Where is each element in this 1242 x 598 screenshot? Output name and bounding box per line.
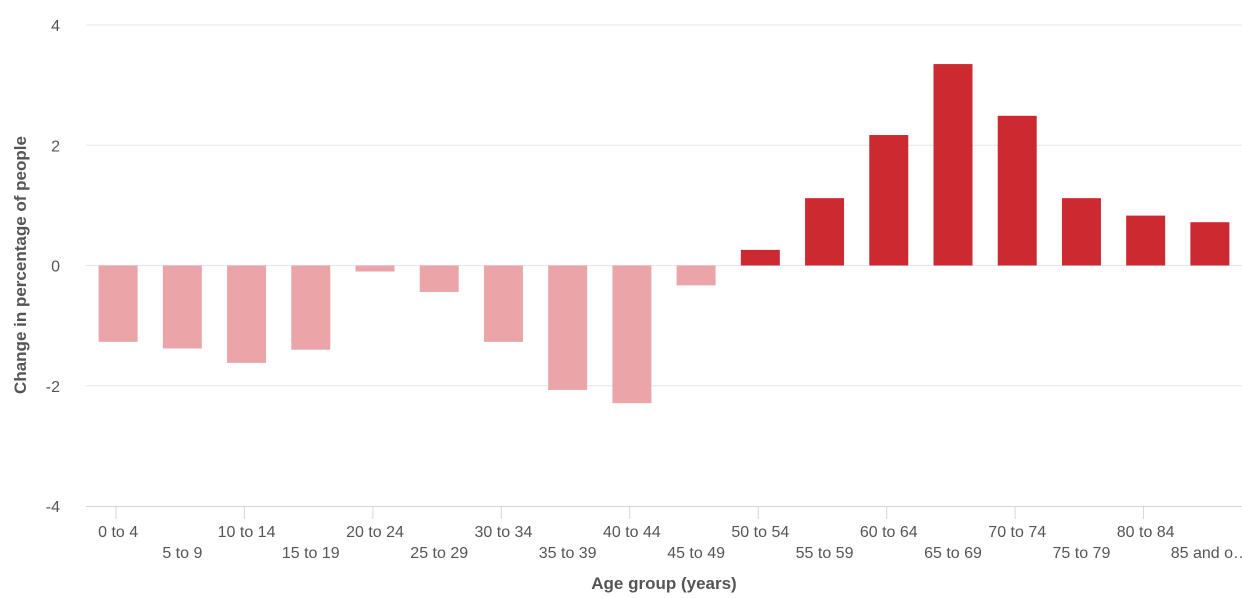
x-tick-label: 85 and o… (1171, 545, 1242, 562)
x-tick-label: 20 to 24 (346, 524, 404, 541)
bar[interactable] (355, 265, 395, 272)
y-axis: -4 -2 0 2 4 (46, 18, 60, 516)
bar[interactable] (1061, 198, 1101, 266)
x-axis-title: Age group (years) (591, 574, 736, 593)
y-tick-label: 4 (51, 18, 60, 35)
x-tick-label: 75 to 79 (1053, 545, 1111, 562)
x-tick-label: 65 to 69 (924, 545, 982, 562)
bar[interactable] (98, 265, 138, 342)
x-tick-label: 35 to 39 (539, 545, 597, 562)
x-tick-label: 40 to 44 (603, 524, 661, 541)
bar[interactable] (933, 64, 973, 266)
bar[interactable] (612, 265, 652, 404)
bar[interactable] (162, 265, 202, 349)
bar[interactable] (483, 265, 523, 342)
x-tick-label: 25 to 29 (410, 545, 468, 562)
x-tick-label: 15 to 19 (282, 545, 340, 562)
gridlines (86, 24, 1242, 387)
bar[interactable] (805, 198, 845, 266)
y-tick-label: 2 (51, 138, 60, 155)
y-tick-label: -4 (46, 499, 60, 516)
bar[interactable] (740, 249, 780, 266)
y-axis-title: Change in percentage of people (11, 136, 30, 394)
bar[interactable] (1126, 215, 1166, 266)
bar[interactable] (997, 115, 1037, 266)
bar[interactable] (548, 265, 588, 390)
bar[interactable] (869, 135, 909, 266)
x-tick-label: 0 to 4 (98, 524, 138, 541)
bar[interactable] (676, 265, 716, 286)
x-axis (86, 506, 1242, 519)
y-tick-label: -2 (46, 379, 60, 396)
x-tick-label: 10 to 14 (218, 524, 276, 541)
bar[interactable] (291, 265, 331, 350)
x-tick-label: 45 to 49 (667, 545, 725, 562)
x-tick-label: 30 to 34 (475, 524, 533, 541)
y-tick-label: 0 (51, 259, 60, 276)
bars (98, 64, 1230, 404)
x-tick-label: 60 to 64 (860, 524, 918, 541)
x-tick-label: 80 to 84 (1117, 524, 1175, 541)
x-tick-label: 70 to 74 (988, 524, 1046, 541)
bar[interactable] (227, 265, 267, 363)
bar[interactable] (1190, 222, 1230, 266)
x-tick-label: 5 to 9 (162, 545, 202, 562)
x-axis-labels: 0 to 4 5 to 9 10 to 14 15 to 19 20 to 24 25 t… (98, 524, 1242, 562)
x-tick-label: 50 to 54 (731, 524, 789, 541)
x-tick-label: 55 to 59 (796, 545, 854, 562)
bar[interactable] (419, 265, 459, 292)
